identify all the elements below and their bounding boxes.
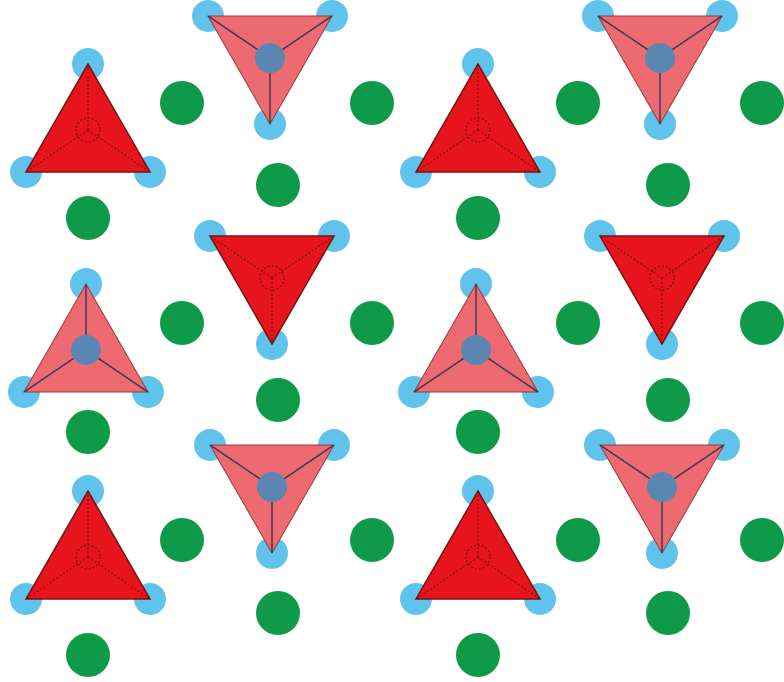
tetrahedron-solid	[10, 48, 166, 188]
green-atom	[556, 518, 600, 562]
hidden-center	[75, 117, 101, 143]
bond	[415, 129, 479, 173]
green-atom	[556, 81, 600, 125]
tetrahedron-solid	[194, 220, 350, 360]
tetrahedron-translucent	[398, 268, 554, 408]
bond	[25, 556, 89, 600]
green-atom	[740, 81, 784, 125]
green-atom	[740, 301, 784, 345]
tetrahedron-solid	[584, 220, 740, 360]
tetrahedron-solid	[10, 475, 166, 615]
center-atom	[645, 43, 675, 73]
green-atom	[456, 633, 500, 677]
bond	[661, 235, 725, 279]
bond	[477, 556, 541, 600]
tetrahedron-solid	[400, 475, 556, 615]
green-atom	[66, 633, 110, 677]
green-atom	[556, 301, 600, 345]
bond	[477, 129, 541, 173]
tetrahedron-translucent	[194, 429, 350, 569]
green-atom	[646, 591, 690, 635]
bond	[415, 556, 479, 600]
green-atom	[740, 518, 784, 562]
green-atom	[350, 301, 394, 345]
green-atom	[350, 81, 394, 125]
green-atom	[456, 410, 500, 454]
tetrahedron-solid	[400, 48, 556, 188]
green-atom	[256, 163, 300, 207]
bond	[271, 235, 335, 279]
center-atom	[255, 43, 285, 73]
green-atom	[256, 378, 300, 422]
center-atom	[257, 472, 287, 502]
center-atom	[647, 472, 677, 502]
tetrahedron-translucent	[192, 0, 348, 140]
green-atom	[350, 518, 394, 562]
center-atom	[71, 335, 101, 365]
tetrahedron-translucent	[582, 0, 738, 140]
green-atom	[66, 196, 110, 240]
center-atom	[461, 335, 491, 365]
tetrahedron-translucent	[584, 429, 740, 569]
green-atom	[66, 410, 110, 454]
green-atom	[160, 518, 204, 562]
hidden-center	[259, 265, 285, 291]
bond	[87, 556, 151, 600]
green-atom	[646, 378, 690, 422]
green-atom	[160, 301, 204, 345]
green-atom	[456, 196, 500, 240]
bond	[87, 129, 151, 173]
bond	[25, 129, 89, 173]
hidden-center	[465, 544, 491, 570]
green-atom	[256, 591, 300, 635]
green-atom	[646, 163, 690, 207]
tetrahedron-translucent	[8, 268, 164, 408]
hidden-center	[75, 544, 101, 570]
hidden-center	[465, 117, 491, 143]
green-atom	[160, 81, 204, 125]
hidden-center	[649, 265, 675, 291]
